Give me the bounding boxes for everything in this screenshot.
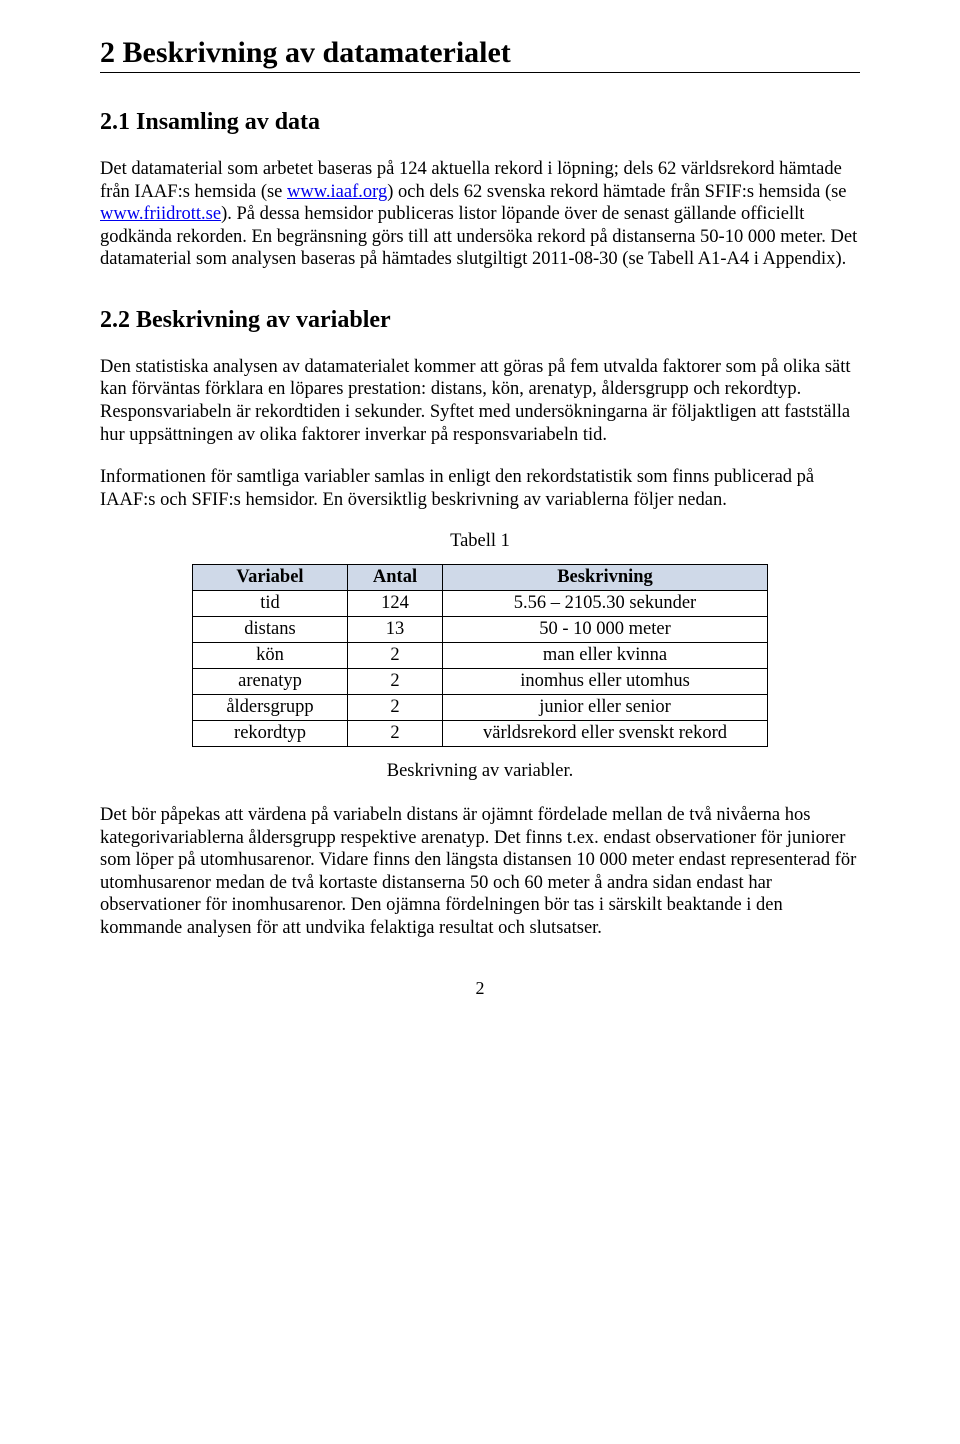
section-number: 2 — [100, 36, 115, 69]
table-cell: 5.56 – 2105.30 sekunder — [443, 591, 768, 617]
table-cell: 124 — [348, 591, 443, 617]
table-caption-above: Tabell 1 — [100, 531, 860, 552]
sub22-paragraph-3: Det bör påpekas att värdena på variabeln… — [100, 804, 860, 939]
page-number: 2 — [100, 978, 860, 999]
table-row: arenatyp 2 inomhus eller utomhus — [193, 669, 768, 695]
table-header-cell: Antal — [348, 565, 443, 591]
subsection-2-1-heading: 2.1 Insamling av data — [100, 109, 860, 136]
sub22-paragraph-1: Den statistiska analysen av datamaterial… — [100, 356, 860, 446]
table-cell: åldersgrupp — [193, 695, 348, 721]
table-header-row: Variabel Antal Beskrivning — [193, 565, 768, 591]
subsection-2-2-heading: 2.2 Beskrivning av variabler — [100, 307, 860, 334]
section-title-text: Beskrivning av datamaterialet — [123, 36, 511, 69]
table-cell: 2 — [348, 643, 443, 669]
table-cell: 13 — [348, 617, 443, 643]
table-cell: 50 - 10 000 meter — [443, 617, 768, 643]
table-cell: distans — [193, 617, 348, 643]
table-cell: arenatyp — [193, 669, 348, 695]
table-cell: 2 — [348, 721, 443, 747]
sub22-paragraph-2: Informationen för samtliga variabler sam… — [100, 466, 860, 511]
table-row: kön 2 man eller kvinna — [193, 643, 768, 669]
table-cell: inomhus eller utomhus — [443, 669, 768, 695]
table-cell: man eller kvinna — [443, 643, 768, 669]
table-header-cell: Variabel — [193, 565, 348, 591]
sub21-paragraph: Det datamaterial som arbetet baseras på … — [100, 158, 860, 271]
subsection-title-text: Insamling av data — [136, 109, 320, 135]
text-run: ) och dels 62 svenska rekord hämtade frå… — [387, 182, 846, 202]
subsection-title-text: Beskrivning av variabler — [136, 307, 391, 333]
table-cell: tid — [193, 591, 348, 617]
variables-table: Variabel Antal Beskrivning tid 124 5.56 … — [192, 564, 768, 747]
table-cell: världsrekord eller svenskt rekord — [443, 721, 768, 747]
subsection-number: 2.2 — [100, 307, 130, 333]
table-caption-below: Beskrivning av variabler. — [100, 761, 860, 782]
table-row: tid 124 5.56 – 2105.30 sekunder — [193, 591, 768, 617]
document-page: 2 Beskrivning av datamaterialet 2.1 Insa… — [0, 0, 960, 1039]
iaaf-link[interactable]: www.iaaf.org — [287, 182, 387, 202]
table-cell: 2 — [348, 669, 443, 695]
table-row: rekordtyp 2 världsrekord eller svenskt r… — [193, 721, 768, 747]
table-header-cell: Beskrivning — [443, 565, 768, 591]
table-cell: 2 — [348, 695, 443, 721]
table-row: distans 13 50 - 10 000 meter — [193, 617, 768, 643]
section-heading: 2 Beskrivning av datamaterialet — [100, 36, 860, 73]
table-cell: junior eller senior — [443, 695, 768, 721]
table-cell: kön — [193, 643, 348, 669]
subsection-number: 2.1 — [100, 109, 130, 135]
table-cell: rekordtyp — [193, 721, 348, 747]
table-row: åldersgrupp 2 junior eller senior — [193, 695, 768, 721]
friidrott-link[interactable]: www.friidrott.se — [100, 204, 221, 224]
